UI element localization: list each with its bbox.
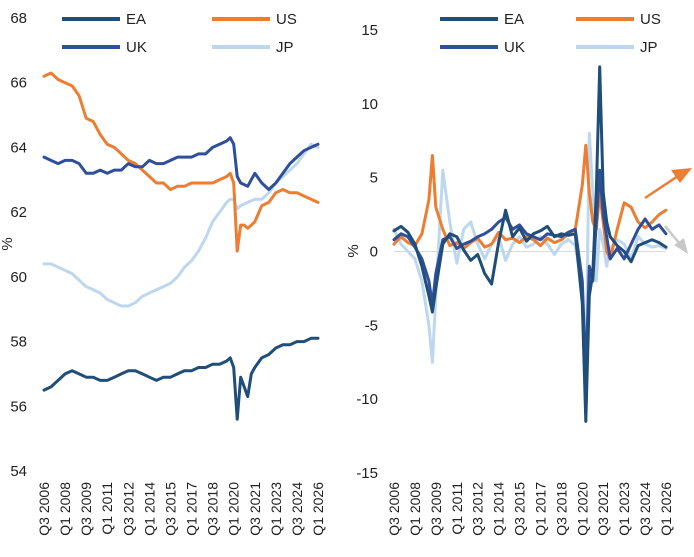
- upward-trend-arrow: [644, 174, 679, 200]
- right-chart-x-tick-label: Q3 2018: [553, 482, 569, 536]
- right-chart-series-line-ea: [392, 65, 668, 423]
- downward-trend-arrow: [664, 225, 681, 245]
- left-chart-series-line-jp: [42, 142, 320, 308]
- right-chart-y-tick-label: -15: [356, 465, 378, 482]
- right-chart-legend-label-jp: JP: [640, 39, 658, 56]
- right-chart-x-tick-label: Q3 2006: [386, 482, 402, 536]
- left-chart-x-tick-label: Q1 2026: [310, 482, 326, 536]
- right-chart-x-tick-label: Q1 2023: [616, 482, 632, 536]
- right-chart-legend-label-ea: EA: [504, 11, 524, 28]
- left-chart-y-tick-label: 58: [10, 334, 27, 351]
- left-chart-x-tick-label: Q1 2023: [268, 482, 284, 536]
- right-chart-x-tick-label: Q3 2009: [428, 482, 444, 536]
- right-chart-x-tick-label: Q3 2012: [470, 482, 486, 536]
- right-chart-y-tick-label: 5: [370, 170, 378, 187]
- right-chart-x-tick-label: Q3 2021: [595, 482, 611, 536]
- right-chart-series-line-us: [392, 143, 668, 261]
- left-chart-x-tick-label: Q1 2017: [184, 482, 200, 536]
- left-chart-x-tick-label: Q3 2009: [78, 482, 94, 536]
- left-chart-y-tick-label: 66: [10, 75, 27, 92]
- upward-trend-arrowhead: [671, 168, 692, 183]
- right-chart-growth-rate: -15 -10 -5 0 5 10 15 Q3 2006 Q1 2008 Q3 2009 Q1 2…: [345, 11, 692, 536]
- left-chart-x-tick-label: Q1 2008: [57, 482, 73, 536]
- right-chart-legend-label-us: US: [640, 11, 661, 28]
- right-chart-x-tick-label: Q1 2026: [658, 482, 674, 536]
- right-chart-legend-label-uk: UK: [504, 39, 525, 56]
- right-chart-y-tick-label: 10: [361, 96, 378, 113]
- right-chart-x-tick-label: Q1 2020: [574, 482, 590, 536]
- left-chart-x-tick-label: Q3 2021: [247, 482, 263, 536]
- right-chart-x-tick-label: Q1 2011: [449, 482, 465, 535]
- left-chart-x-tick-label: Q1 2020: [226, 482, 242, 536]
- left-chart-x-tick-label: Q1 2011: [99, 482, 115, 535]
- right-chart-y-tick-label: -10: [356, 391, 378, 408]
- left-chart-series-line-us: [42, 71, 320, 253]
- left-chart-y-tick-label: 68: [10, 10, 27, 27]
- left-chart-x-tick-label: Q3 2015: [162, 482, 178, 536]
- left-chart-legend-label-jp: JP: [276, 39, 294, 56]
- left-chart-x-tick-label: Q3 2006: [36, 482, 52, 536]
- left-chart-x-tick-label: Q1 2014: [141, 482, 157, 536]
- left-chart-legend-label-us: US: [276, 11, 297, 28]
- left-chart-legend-label-ea: EA: [126, 11, 146, 28]
- left-chart-x-tick-label: Q3 2024: [289, 482, 305, 536]
- left-chart-employment-rate: 54 56 58 60 62 64 66 68 Q3 2006 Q1 2008 Q3 2009 Q1…: [0, 10, 326, 536]
- right-chart-y-axis-label: %: [345, 244, 362, 257]
- left-chart-series-line-ea: [42, 336, 320, 421]
- left-chart-series-line-uk: [42, 136, 320, 191]
- left-chart-y-tick-label: 54: [10, 463, 27, 480]
- left-chart-y-axis-label: %: [0, 237, 16, 250]
- left-chart-legend-label-uk: UK: [126, 39, 147, 56]
- right-chart-y-tick-label: 0: [370, 244, 378, 261]
- right-chart-x-tick-label: Q1 2008: [407, 482, 423, 536]
- downward-trend-arrowhead: [674, 238, 688, 254]
- left-chart-y-tick-label: 60: [10, 269, 27, 286]
- left-chart-y-tick-label: 62: [10, 204, 27, 221]
- right-chart-x-tick-label: Q1 2017: [532, 482, 548, 536]
- right-chart-x-tick-label: Q1 2014: [491, 482, 507, 536]
- left-chart-x-tick-label: Q3 2012: [120, 482, 136, 536]
- trend-arrows: [644, 168, 692, 254]
- left-chart-y-tick-label: 64: [10, 139, 27, 156]
- left-chart-y-tick-label: 56: [10, 398, 27, 415]
- right-chart-y-tick-label: 15: [361, 22, 378, 39]
- right-chart-x-tick-label: Q3 2024: [637, 482, 653, 536]
- right-chart-y-tick-label: -5: [365, 317, 378, 334]
- left-chart-x-tick-label: Q3 2018: [205, 482, 221, 536]
- right-chart-x-tick-label: Q3 2015: [512, 482, 528, 536]
- right-chart-series-line-uk: [392, 168, 668, 379]
